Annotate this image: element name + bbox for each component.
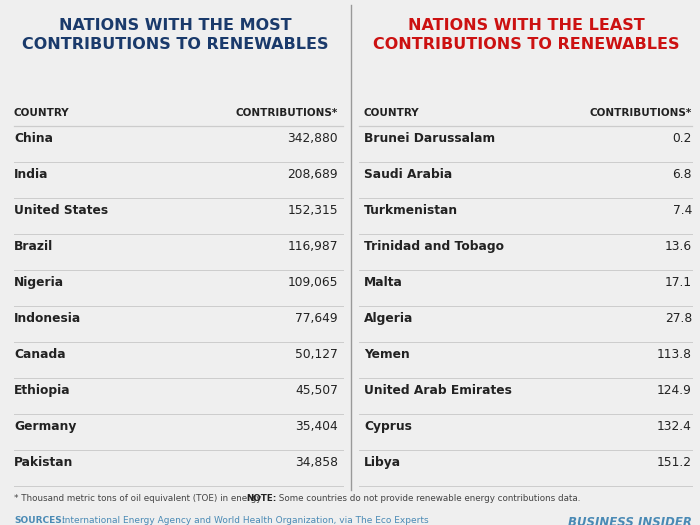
Text: 132.4: 132.4 xyxy=(657,420,692,433)
Text: NATIONS WITH THE LEAST
CONTRIBUTIONS TO RENEWABLES: NATIONS WITH THE LEAST CONTRIBUTIONS TO … xyxy=(372,18,679,52)
Text: Malta: Malta xyxy=(364,276,403,289)
Text: 13.6: 13.6 xyxy=(665,240,692,253)
Text: Algeria: Algeria xyxy=(364,312,414,325)
Text: 152,315: 152,315 xyxy=(288,204,338,217)
Text: Yemen: Yemen xyxy=(364,348,409,361)
Text: United Arab Emirates: United Arab Emirates xyxy=(364,384,512,397)
Text: 7.4: 7.4 xyxy=(673,204,692,217)
Text: 77,649: 77,649 xyxy=(295,312,338,325)
Text: 208,689: 208,689 xyxy=(288,168,338,181)
Text: 34,858: 34,858 xyxy=(295,456,338,469)
Text: 17.1: 17.1 xyxy=(665,276,692,289)
Text: Ethiopia: Ethiopia xyxy=(14,384,71,397)
Text: Cyprus: Cyprus xyxy=(364,420,412,433)
Text: China: China xyxy=(14,132,53,145)
Text: Some countries do not provide renewable energy contributions data.: Some countries do not provide renewable … xyxy=(276,494,580,503)
Text: NOTE:: NOTE: xyxy=(246,494,276,503)
Text: CONTRIBUTIONS*: CONTRIBUTIONS* xyxy=(589,108,692,118)
Text: CONTRIBUTIONS*: CONTRIBUTIONS* xyxy=(236,108,338,118)
Text: 113.8: 113.8 xyxy=(657,348,692,361)
Text: 6.8: 6.8 xyxy=(673,168,692,181)
Text: 35,404: 35,404 xyxy=(295,420,338,433)
Text: India: India xyxy=(14,168,48,181)
Text: Trinidad and Tobago: Trinidad and Tobago xyxy=(364,240,504,253)
Text: 116,987: 116,987 xyxy=(288,240,338,253)
Text: 50,127: 50,127 xyxy=(295,348,338,361)
Text: 109,065: 109,065 xyxy=(288,276,338,289)
Text: Libya: Libya xyxy=(364,456,401,469)
Text: 0.2: 0.2 xyxy=(673,132,692,145)
Text: Brunei Darussalam: Brunei Darussalam xyxy=(364,132,495,145)
Text: COUNTRY: COUNTRY xyxy=(364,108,419,118)
Text: Indonesia: Indonesia xyxy=(14,312,81,325)
Text: Pakistan: Pakistan xyxy=(14,456,74,469)
Text: Canada: Canada xyxy=(14,348,66,361)
Text: Germany: Germany xyxy=(14,420,76,433)
Text: United States: United States xyxy=(14,204,108,217)
Text: SOURCES:: SOURCES: xyxy=(14,516,65,525)
Text: BUSINESS INSIDER: BUSINESS INSIDER xyxy=(568,516,692,525)
Text: 342,880: 342,880 xyxy=(288,132,338,145)
Text: 27.8: 27.8 xyxy=(665,312,692,325)
Text: 45,507: 45,507 xyxy=(295,384,338,397)
Text: Brazil: Brazil xyxy=(14,240,53,253)
Text: * Thousand metric tons of oil equivalent (TOE) in energy: * Thousand metric tons of oil equivalent… xyxy=(14,494,261,503)
Text: Nigeria: Nigeria xyxy=(14,276,64,289)
Text: Saudi Arabia: Saudi Arabia xyxy=(364,168,452,181)
Text: 124.9: 124.9 xyxy=(657,384,692,397)
Text: International Energy Agency and World Health Organization, via The Eco Experts: International Energy Agency and World He… xyxy=(62,516,428,525)
Text: NATIONS WITH THE MOST
CONTRIBUTIONS TO RENEWABLES: NATIONS WITH THE MOST CONTRIBUTIONS TO R… xyxy=(22,18,328,52)
Text: Turkmenistan: Turkmenistan xyxy=(364,204,458,217)
Text: 151.2: 151.2 xyxy=(657,456,692,469)
Text: COUNTRY: COUNTRY xyxy=(14,108,69,118)
